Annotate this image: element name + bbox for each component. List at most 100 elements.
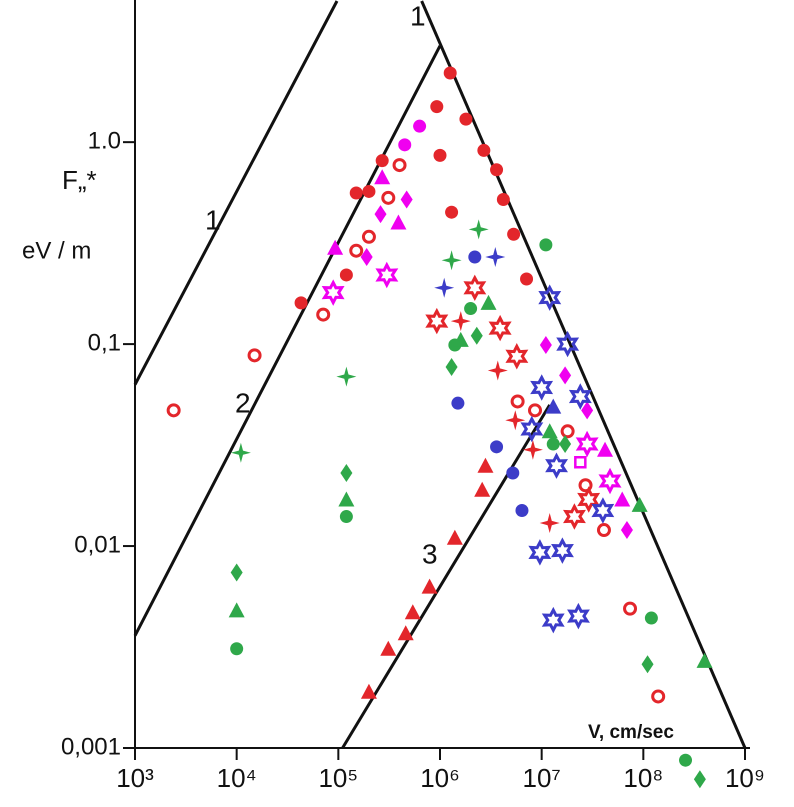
data-point bbox=[361, 229, 376, 244]
data-point bbox=[597, 441, 614, 457]
data-point bbox=[520, 272, 534, 286]
data-point bbox=[644, 611, 658, 625]
data-point bbox=[380, 640, 397, 656]
data-point bbox=[567, 602, 590, 630]
data-point bbox=[560, 424, 575, 439]
data-point bbox=[575, 430, 599, 458]
x-tick-label: 10³ bbox=[116, 763, 154, 793]
y-axis-label: F„* bbox=[62, 165, 97, 195]
data-point bbox=[374, 205, 387, 224]
data-point bbox=[474, 481, 491, 497]
data-point bbox=[506, 466, 520, 480]
data-point bbox=[430, 100, 444, 114]
data-point bbox=[433, 148, 447, 162]
data-point bbox=[247, 348, 262, 363]
data-point bbox=[400, 190, 413, 209]
data-point bbox=[520, 415, 544, 443]
data-point bbox=[443, 66, 457, 80]
data-point bbox=[598, 467, 622, 495]
data-point bbox=[596, 523, 611, 538]
data-point bbox=[421, 578, 438, 594]
data-point bbox=[451, 396, 465, 410]
data-point bbox=[381, 190, 396, 205]
theory-line bbox=[341, 404, 552, 749]
line-label: 3 bbox=[422, 538, 438, 569]
theory-line bbox=[420, 0, 747, 749]
x-tick-label: 10⁶ bbox=[420, 763, 460, 793]
data-point bbox=[463, 274, 487, 302]
data-point bbox=[228, 602, 245, 618]
data-point bbox=[679, 753, 693, 767]
data-point bbox=[339, 268, 353, 282]
data-point bbox=[546, 437, 560, 451]
data-point bbox=[374, 169, 391, 185]
line-label: 1 bbox=[205, 204, 221, 235]
data-point bbox=[470, 326, 483, 345]
data-point bbox=[541, 423, 558, 439]
data-point bbox=[530, 374, 554, 401]
data-point bbox=[434, 277, 455, 298]
data-point bbox=[404, 604, 421, 620]
data-point bbox=[487, 360, 508, 381]
data-point bbox=[559, 435, 572, 454]
data-point bbox=[480, 294, 497, 310]
y-tick-label: 0,01 bbox=[74, 531, 121, 558]
data-point bbox=[551, 537, 574, 564]
data-point bbox=[390, 214, 407, 230]
data-point bbox=[539, 513, 560, 533]
data-point bbox=[556, 330, 580, 358]
y-tick-label: 0,1 bbox=[88, 329, 121, 356]
data-point bbox=[349, 243, 364, 258]
data-point bbox=[528, 403, 543, 418]
data-point bbox=[166, 403, 181, 418]
data-point bbox=[578, 478, 593, 493]
data-point bbox=[559, 366, 572, 385]
data-point bbox=[441, 250, 462, 271]
data-point bbox=[496, 193, 510, 207]
data-point bbox=[510, 394, 525, 409]
data-point bbox=[477, 143, 491, 157]
data-point bbox=[522, 439, 543, 460]
data-point bbox=[545, 398, 562, 414]
data-point bbox=[327, 239, 344, 255]
data-point bbox=[696, 652, 713, 668]
data-point bbox=[468, 219, 489, 240]
data-point bbox=[392, 158, 407, 173]
data-point bbox=[488, 314, 512, 342]
data-point bbox=[339, 510, 353, 524]
data-point bbox=[362, 184, 376, 198]
y-tick-label: 1.0 bbox=[88, 127, 121, 154]
data-point bbox=[631, 496, 648, 512]
data-point bbox=[563, 503, 586, 530]
data-point bbox=[340, 464, 353, 483]
data-point bbox=[230, 563, 243, 582]
x-tick-label: 10⁸ bbox=[623, 763, 663, 793]
data-point bbox=[538, 284, 562, 311]
data-point bbox=[398, 138, 412, 152]
data-point bbox=[490, 163, 504, 177]
data-point bbox=[614, 491, 631, 507]
x-tick-label: 10⁴ bbox=[217, 763, 257, 793]
data-point bbox=[360, 247, 373, 266]
data-point bbox=[507, 227, 521, 241]
data-point bbox=[397, 625, 414, 641]
data-point bbox=[230, 642, 244, 656]
data-point bbox=[425, 307, 449, 335]
data-point bbox=[574, 455, 587, 469]
data-point bbox=[568, 383, 592, 410]
data-point bbox=[413, 119, 427, 133]
data-point bbox=[490, 440, 504, 454]
data-point bbox=[336, 366, 357, 387]
data-point bbox=[445, 205, 459, 219]
x-tick-label: 10⁹ bbox=[725, 763, 765, 793]
data-point bbox=[294, 296, 308, 310]
data-point bbox=[620, 521, 633, 540]
y-axis-unit: eV / m bbox=[22, 237, 91, 264]
theory-line bbox=[133, 45, 442, 637]
data-point bbox=[316, 307, 331, 322]
line-label: 1 bbox=[410, 0, 426, 31]
data-point bbox=[545, 452, 569, 479]
data-point bbox=[375, 154, 389, 168]
data-point bbox=[375, 261, 399, 289]
